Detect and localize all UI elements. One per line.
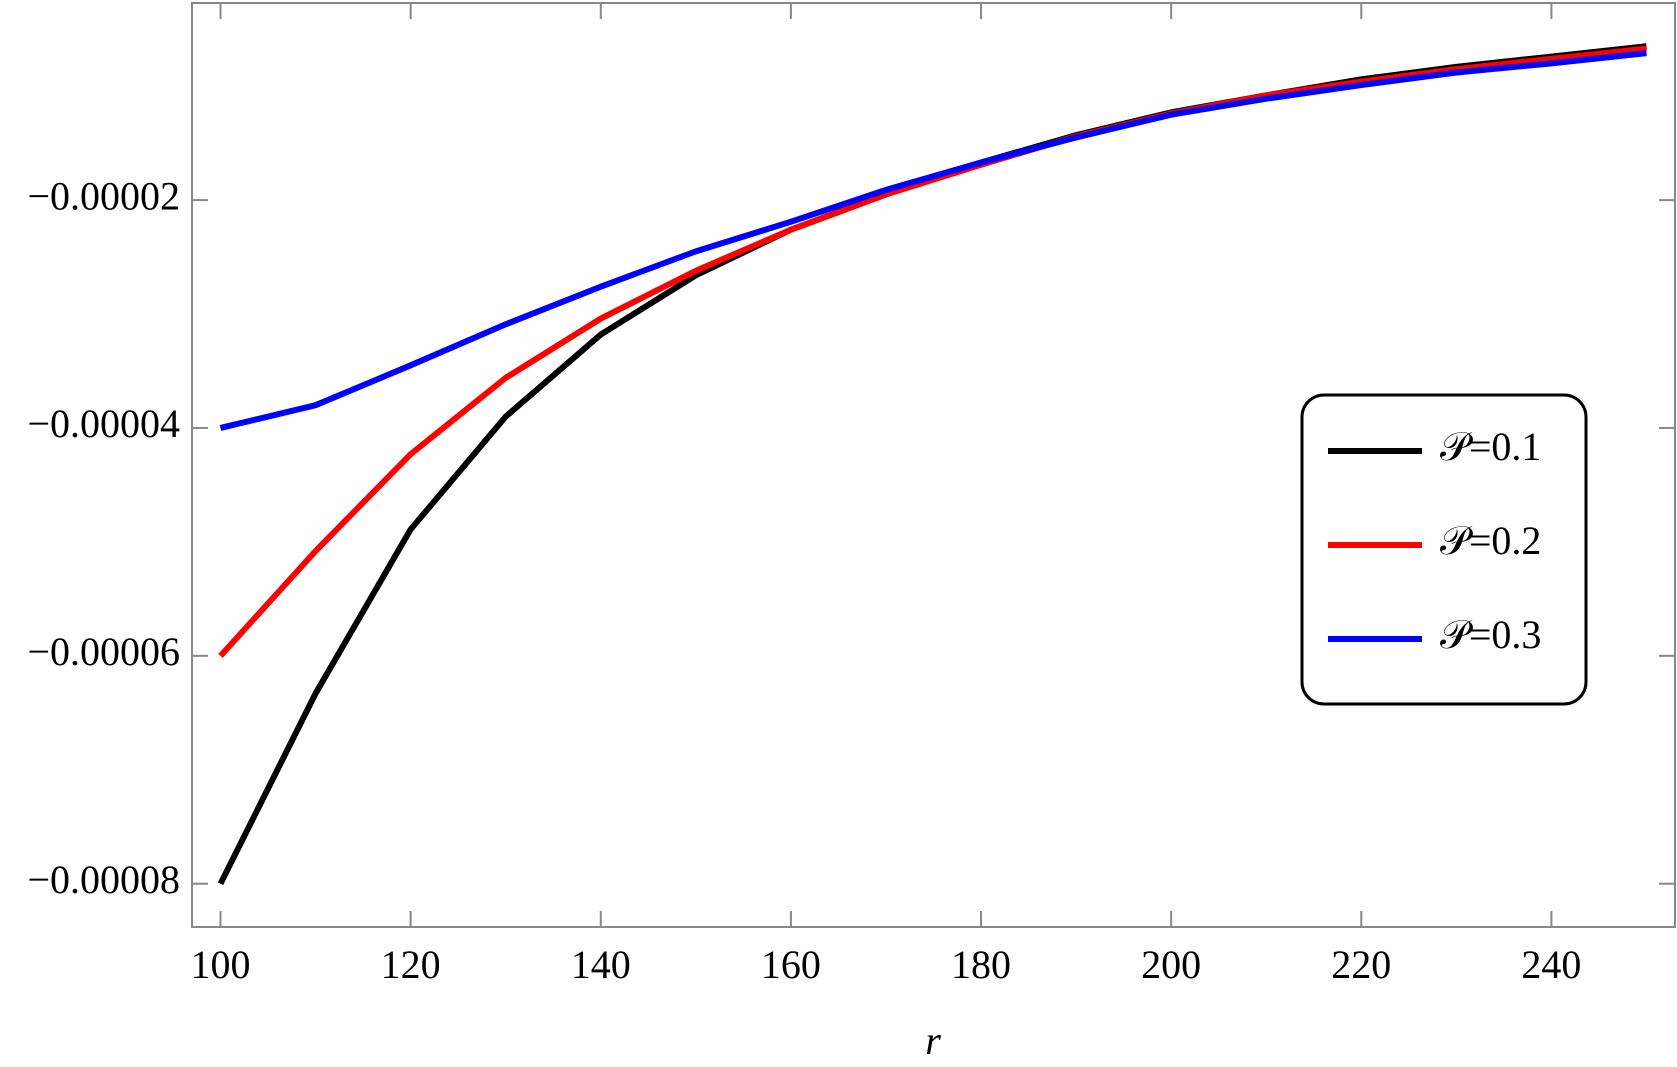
x-tick-label: 240 [1521,942,1581,987]
x-tick-label: 100 [191,942,251,987]
x-tick-label: 160 [761,942,821,987]
legend-label: 𝒫=0.2 [1440,518,1541,563]
y-tick-label: −0.00008 [27,857,180,902]
legend-label: 𝒫=0.1 [1440,424,1541,469]
x-tick-label: 200 [1141,942,1201,987]
x-axis-label: r [925,1018,941,1063]
y-tick-label: −0.00004 [27,401,180,446]
y-tick-label: −0.00006 [27,629,180,674]
legend-box [1300,393,1588,706]
x-tick-label: 140 [571,942,631,987]
plot-frame [191,2,1676,928]
x-tick-label: 120 [381,942,441,987]
legend-label: 𝒫=0.3 [1440,612,1541,657]
y-tick-label: −0.00002 [27,173,180,218]
series-line [219,50,1647,431]
series-line [218,45,1647,658]
x-tick-label: 180 [951,942,1011,987]
x-tick-label: 220 [1331,942,1391,987]
